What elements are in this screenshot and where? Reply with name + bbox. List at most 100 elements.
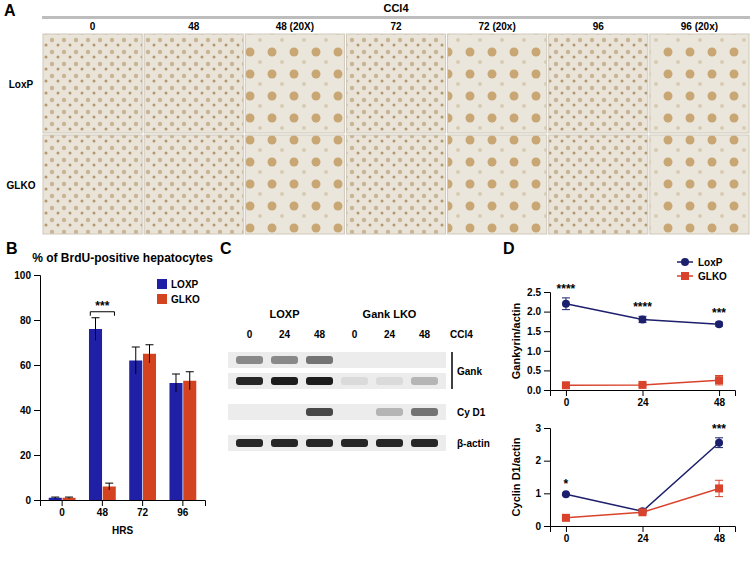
blot-strip bbox=[228, 373, 446, 389]
y-tick-label: 80 bbox=[20, 315, 32, 326]
x-tick-mark bbox=[62, 500, 63, 506]
y-tick-mark bbox=[34, 455, 40, 456]
marker bbox=[562, 300, 570, 308]
y-tick-mark bbox=[34, 365, 40, 366]
annotation: **** bbox=[633, 300, 652, 314]
marker bbox=[562, 381, 570, 389]
panel-label: C bbox=[220, 240, 232, 257]
x-axis: 0487296 bbox=[41, 500, 206, 518]
panel-label: A bbox=[4, 2, 16, 19]
micrograph bbox=[448, 34, 547, 133]
x-tick-mark bbox=[566, 526, 567, 532]
x-axis-title: HRS bbox=[112, 525, 133, 536]
plot-marks bbox=[49, 318, 197, 500]
x-axis: 02448 bbox=[551, 526, 736, 544]
y-tick: 1.5 bbox=[527, 326, 550, 337]
blot-band bbox=[306, 439, 333, 447]
y-tick-mark bbox=[544, 312, 550, 313]
y-tick-mark bbox=[544, 526, 550, 527]
row-label: GLKO bbox=[7, 180, 36, 191]
marker bbox=[562, 490, 570, 498]
y-tick-label: 1.5 bbox=[527, 326, 541, 337]
micrograph bbox=[448, 135, 547, 234]
column-label: 72 bbox=[390, 21, 402, 32]
y-axis-line bbox=[544, 429, 551, 527]
lane-label: 48 bbox=[314, 329, 326, 340]
x-tick-label: 24 bbox=[637, 533, 649, 544]
marker bbox=[562, 514, 570, 522]
blot-band bbox=[306, 408, 333, 416]
lane-label: 48 bbox=[419, 329, 431, 340]
blot-band bbox=[236, 356, 263, 364]
blot-band bbox=[271, 377, 298, 385]
row-label: β-actin bbox=[457, 438, 490, 449]
x-tick-mark bbox=[566, 390, 567, 396]
marker bbox=[639, 507, 647, 515]
panel-title: CCl4 bbox=[383, 2, 409, 14]
y-tick-label: 1.0 bbox=[527, 346, 541, 357]
y-axis-line bbox=[34, 276, 41, 501]
blot-band bbox=[306, 377, 333, 385]
series-line bbox=[566, 488, 719, 517]
micrograph bbox=[43, 135, 142, 234]
y-tick-label: 0 bbox=[25, 495, 31, 506]
y-tick-mark bbox=[34, 500, 40, 501]
y-tick-label: 3 bbox=[535, 423, 541, 434]
legend-label: GLKO bbox=[171, 294, 200, 305]
error-cap bbox=[715, 447, 723, 448]
legend-marker bbox=[681, 272, 689, 280]
bar bbox=[143, 354, 156, 500]
x-tick: 0 bbox=[564, 390, 570, 408]
row-label: Cy D1 bbox=[457, 407, 486, 418]
error-cap bbox=[105, 483, 113, 484]
error-cap bbox=[562, 309, 570, 310]
blot-band bbox=[236, 377, 263, 385]
y-tick-label: 0.0 bbox=[527, 385, 541, 396]
legend-label: LoxP bbox=[698, 257, 723, 268]
blot-band bbox=[271, 439, 298, 447]
y-tick: 1 bbox=[535, 488, 550, 499]
y-tick: 0.5 bbox=[527, 365, 550, 376]
panel-label: D bbox=[503, 240, 515, 257]
blot-band bbox=[376, 408, 403, 416]
micrograph bbox=[245, 135, 344, 234]
x-tick-mark bbox=[643, 526, 644, 532]
error-cap bbox=[186, 371, 194, 372]
annotation: *** bbox=[95, 299, 109, 313]
legend-swatch bbox=[157, 279, 167, 289]
marker bbox=[639, 315, 647, 323]
y-tick: 0 bbox=[535, 521, 550, 532]
y-tick: 40 bbox=[20, 405, 40, 416]
y-tick-label: 100 bbox=[14, 270, 31, 281]
x-tick-mark bbox=[142, 500, 143, 506]
y-tick-mark bbox=[544, 493, 550, 494]
bar bbox=[62, 498, 75, 500]
bar bbox=[49, 498, 62, 500]
y-axis: 020406080100 bbox=[14, 270, 40, 506]
error-cap bbox=[145, 344, 153, 345]
y-tick: 2 bbox=[535, 455, 550, 466]
blot-band bbox=[341, 439, 368, 447]
x-tick: 24 bbox=[637, 390, 649, 408]
error-cap bbox=[715, 384, 723, 385]
x-tick-label: 0 bbox=[564, 397, 570, 408]
x-tick-label: 24 bbox=[637, 397, 649, 408]
y-tick: 60 bbox=[20, 360, 40, 371]
series-line bbox=[566, 443, 719, 512]
blot-band bbox=[411, 377, 438, 385]
x-tick-label: 48 bbox=[714, 397, 726, 408]
y-tick-label: 40 bbox=[20, 405, 32, 416]
x-tick-label: 0 bbox=[564, 533, 570, 544]
y-axis-line bbox=[544, 293, 551, 391]
x-tick-label: 0 bbox=[59, 507, 65, 518]
x-axis: 0 24 48 bbox=[551, 390, 736, 408]
y-tick-mark bbox=[544, 390, 550, 391]
x-tick-mark bbox=[643, 390, 644, 396]
blot-band bbox=[411, 408, 438, 416]
y-tick-mark bbox=[34, 275, 40, 276]
error-bar bbox=[135, 347, 136, 374]
lane-label: 0 bbox=[352, 329, 358, 340]
x-tick-label: 72 bbox=[137, 507, 149, 518]
row-label: LoxP bbox=[9, 79, 34, 90]
lane-label: 24 bbox=[279, 329, 291, 340]
